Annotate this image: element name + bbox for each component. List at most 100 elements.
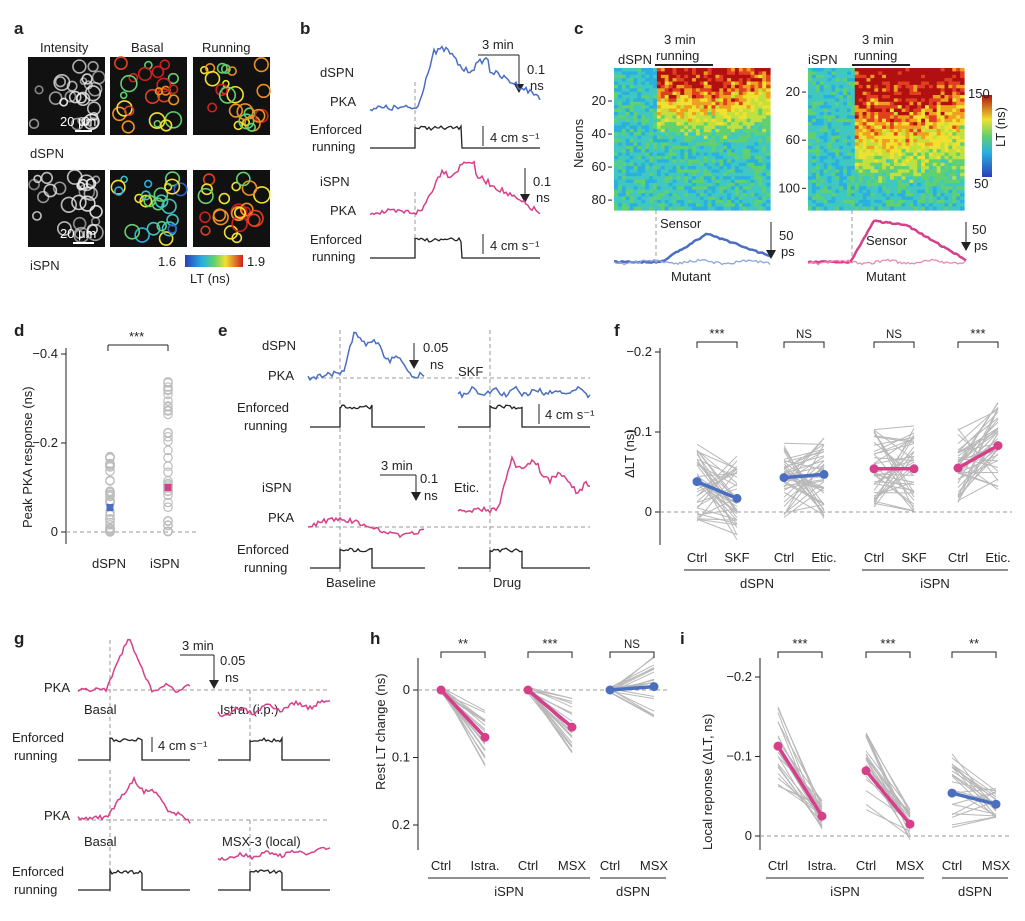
c-heat-cell <box>762 74 767 79</box>
c-heat-cell <box>676 78 681 83</box>
c-heat-cell <box>625 118 631 123</box>
c-heat-cell <box>746 68 752 72</box>
c-heat-cell <box>909 196 914 201</box>
c-heat-cell <box>641 166 646 170</box>
c-heat-cell <box>641 183 646 187</box>
c-heat-cell <box>815 128 821 133</box>
c-heat-cell <box>731 98 736 103</box>
c-heat-cell <box>637 172 642 177</box>
c-heat-cell <box>668 74 674 79</box>
c-heat-cell <box>815 162 821 167</box>
c-heat-cell <box>819 78 825 83</box>
c-heat-cell <box>684 172 689 177</box>
c-heat-cell <box>625 95 631 99</box>
c-heat-cell <box>835 74 840 79</box>
c-heat-cell <box>889 68 895 72</box>
d-point <box>105 514 115 524</box>
c-heat-cell <box>952 132 957 137</box>
c-heat-cell <box>629 189 635 194</box>
c-heat-cell <box>952 91 957 96</box>
c-heat-cell <box>695 91 701 96</box>
c-heat-cell <box>664 74 670 79</box>
c-heat-cell <box>614 193 619 198</box>
c-heat-cell <box>621 166 627 170</box>
c-heat-cell <box>932 186 938 191</box>
c-heat-cell <box>866 91 871 96</box>
c-heat-cell <box>621 105 627 110</box>
c-heat-cell <box>738 105 744 110</box>
c-heat-cell <box>754 199 759 204</box>
c-heat-cell <box>889 132 895 137</box>
c-heat-cell <box>742 101 748 106</box>
c-heat-cell <box>886 95 891 99</box>
c-heat-cell <box>893 81 899 86</box>
c-heat-cell <box>831 166 836 170</box>
c-heat-cell <box>823 139 829 143</box>
c-heat-cell <box>711 159 716 164</box>
c-heat-cell <box>649 186 654 191</box>
iChart-mean-point <box>905 819 915 829</box>
c-heat-cell <box>742 128 748 133</box>
c-heat-cell <box>731 189 736 194</box>
c-heat-cell <box>878 108 883 113</box>
c-heat-cell <box>808 84 813 89</box>
c-heat-cell <box>699 125 705 130</box>
c-heat-cell <box>719 91 724 96</box>
c-heat-cell <box>664 71 670 76</box>
c-heat-cell <box>723 71 728 76</box>
c-heat-cell <box>835 193 840 198</box>
c-heat-cell <box>746 183 752 187</box>
c-heat-cell <box>731 155 736 160</box>
c-heat-cell <box>676 155 681 160</box>
fChart-pair-line <box>696 449 738 500</box>
c-heat-cell <box>653 74 658 79</box>
c-heat-cell <box>637 128 642 133</box>
d-point <box>163 405 173 415</box>
c-heat-cell <box>762 206 767 211</box>
c-heatmap-ispn <box>808 68 965 211</box>
c-heat-cell <box>695 199 701 204</box>
c-heat-cell <box>847 98 852 103</box>
c-heat-cell <box>835 172 840 177</box>
c-heat-cell <box>625 71 631 76</box>
c-heat-cell <box>641 122 646 127</box>
c-heat-cell <box>723 112 728 116</box>
c-heat-cell <box>854 135 860 140</box>
fChart-pair-line <box>957 409 999 431</box>
c-heat-cell <box>819 105 825 110</box>
b-ispn-running-trace <box>370 236 540 259</box>
c-heat-cell <box>913 199 918 204</box>
c-heat-cell <box>621 169 627 174</box>
c-heat-cell <box>960 139 965 143</box>
c-heat-cell <box>672 179 677 184</box>
c-heat-cell <box>614 95 619 99</box>
c-heat-cell <box>762 132 767 137</box>
c-heat-cell <box>746 186 752 191</box>
c-heat-cell <box>866 112 871 116</box>
c-heat-cell <box>909 132 914 137</box>
c-heat-cell <box>614 115 619 120</box>
c-heat-cell <box>762 139 767 143</box>
c-heat-cell <box>766 78 771 83</box>
c-heat-cell <box>621 183 627 187</box>
c-heat-cell <box>897 135 903 140</box>
c-heat-cell <box>808 125 813 130</box>
c-heat-cell <box>692 128 697 133</box>
c-heat-cell <box>847 125 852 130</box>
a-cell <box>78 183 96 200</box>
e-drug: Drug <box>493 575 521 590</box>
c-heat-cell <box>854 74 860 79</box>
d-point <box>105 487 115 497</box>
c-heat-cell <box>723 125 728 130</box>
c-heat-cell <box>754 166 759 170</box>
a-cell <box>144 88 161 105</box>
c-heat-cell <box>731 95 736 99</box>
fChart-pair-line <box>696 482 738 505</box>
c-heat-cell <box>940 169 946 174</box>
c-heat-cell <box>936 101 942 106</box>
c-heat-cell <box>660 122 666 127</box>
c-heat-cell <box>645 142 650 147</box>
c-ytick: 20 <box>786 84 800 99</box>
c-heat-cell <box>909 78 914 83</box>
c-heat-cell <box>641 98 646 103</box>
